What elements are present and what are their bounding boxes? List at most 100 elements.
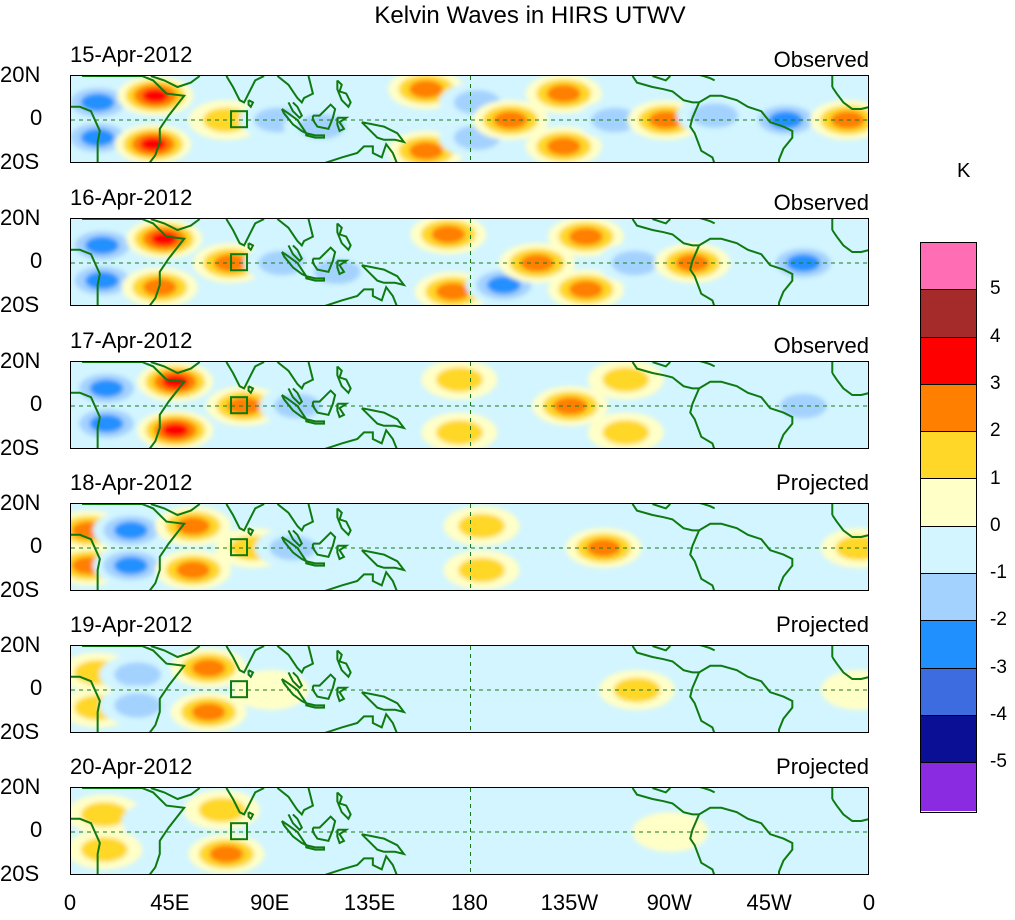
anomaly-contour: [613, 677, 661, 703]
coastline: [336, 649, 352, 679]
coastline: [689, 522, 794, 590]
panel-status: Projected: [776, 754, 869, 779]
island-marker: [230, 680, 249, 699]
coastline: [361, 407, 407, 430]
coastline: [247, 385, 255, 395]
map-panel: [70, 787, 869, 875]
anomaly-contour: [150, 231, 178, 246]
colorbar-segment: [921, 621, 976, 669]
coastline: [276, 788, 315, 817]
coastline: [699, 219, 716, 225]
coastline: [336, 116, 350, 133]
anomaly-contour: [114, 556, 148, 575]
map-panel: [70, 503, 869, 591]
coastline: [652, 504, 671, 510]
colorbar-label: -5: [990, 751, 1007, 773]
coastline: [287, 671, 304, 690]
latitude-tick-label: 20N: [0, 632, 41, 657]
anomaly-contour: [80, 802, 128, 827]
coastline: [631, 219, 700, 247]
coastline: [276, 362, 315, 391]
coastline: [287, 387, 304, 406]
coastline: [652, 362, 671, 368]
anomaly-contour: [89, 379, 124, 398]
coastline: [280, 394, 310, 422]
coastline: [336, 507, 352, 537]
coastline: [652, 646, 671, 652]
longitude-tick-label: 180: [451, 890, 488, 915]
anomaly-contour: [80, 93, 115, 112]
coastline: [336, 544, 350, 561]
colorbar-segment: [921, 479, 976, 527]
anomaly-contour: [493, 111, 528, 129]
coastline: [247, 669, 255, 679]
coastline: [336, 79, 352, 109]
panel-date: 19-Apr-2012: [70, 612, 193, 637]
anomaly-field: [71, 646, 868, 732]
map-panel: [70, 361, 869, 449]
longitude-tick-label: 90E: [250, 890, 290, 915]
coastline: [311, 389, 337, 416]
anomaly-contour: [114, 662, 161, 687]
coastline: [831, 514, 868, 538]
coastline: [287, 529, 304, 548]
panel-date: 16-Apr-2012: [70, 185, 193, 210]
anomaly-contour: [176, 561, 210, 579]
anomaly-contour: [586, 539, 621, 557]
coastline: [71, 76, 187, 162]
anomaly-contour: [780, 393, 827, 419]
coastline: [689, 380, 794, 448]
colorbar-label: -4: [990, 704, 1007, 725]
coastline: [324, 570, 398, 590]
anomaly-contour: [142, 88, 169, 103]
longitude-tick-label: 135W: [540, 890, 599, 915]
anomaly-contour: [436, 367, 483, 392]
coastline: [361, 549, 407, 572]
anomaly-contour: [602, 367, 650, 392]
anomaly-contour: [409, 141, 443, 160]
coastline: [831, 798, 868, 822]
anomaly-field: [71, 504, 868, 590]
anomaly-contour: [89, 414, 124, 433]
coastline: [280, 251, 310, 279]
coastline: [831, 86, 868, 110]
coastline: [652, 788, 671, 794]
map-panel: [70, 645, 869, 733]
latitude-tick-label: 20N: [0, 205, 41, 230]
coastline: [305, 702, 326, 709]
coastline: [287, 101, 304, 120]
anomaly-contour: [409, 80, 443, 99]
coastline: [225, 504, 265, 532]
latitude-tick-label: 20N: [0, 774, 41, 799]
colorbar-label: -3: [990, 656, 1007, 678]
coastline: [225, 76, 265, 104]
coastline: [324, 428, 398, 448]
coastline: [336, 402, 350, 419]
map-panel: [70, 218, 869, 306]
longitude-tick-label: 90W: [646, 890, 692, 915]
coastline: [324, 285, 398, 305]
anomaly-contour: [114, 693, 161, 718]
colorbar-label: 2: [990, 420, 1001, 442]
coastline: [324, 142, 398, 162]
coastline: [150, 504, 201, 517]
coastline: [225, 788, 265, 816]
coastline: [336, 365, 352, 395]
coastline: [699, 646, 716, 652]
anomaly-contour: [313, 259, 361, 285]
colorbar-label: -2: [990, 609, 1007, 631]
latitude-tick-label: 20N: [0, 348, 41, 373]
colorbar-label: 3: [990, 372, 1001, 394]
coastline: [276, 219, 315, 248]
coastline: [71, 219, 187, 305]
latitude-tick-label: 20S: [0, 292, 40, 317]
anomaly-contour: [191, 659, 226, 677]
anomaly-contour: [114, 521, 148, 540]
colorbar-segment: [921, 763, 976, 811]
panel-date: 17-Apr-2012: [70, 328, 193, 353]
coastline: [311, 531, 337, 558]
coastline: [71, 646, 187, 732]
longitude-tick-label: 0: [862, 890, 876, 915]
latitude-tick-label: 0: [30, 391, 43, 416]
coastline: [247, 242, 255, 252]
